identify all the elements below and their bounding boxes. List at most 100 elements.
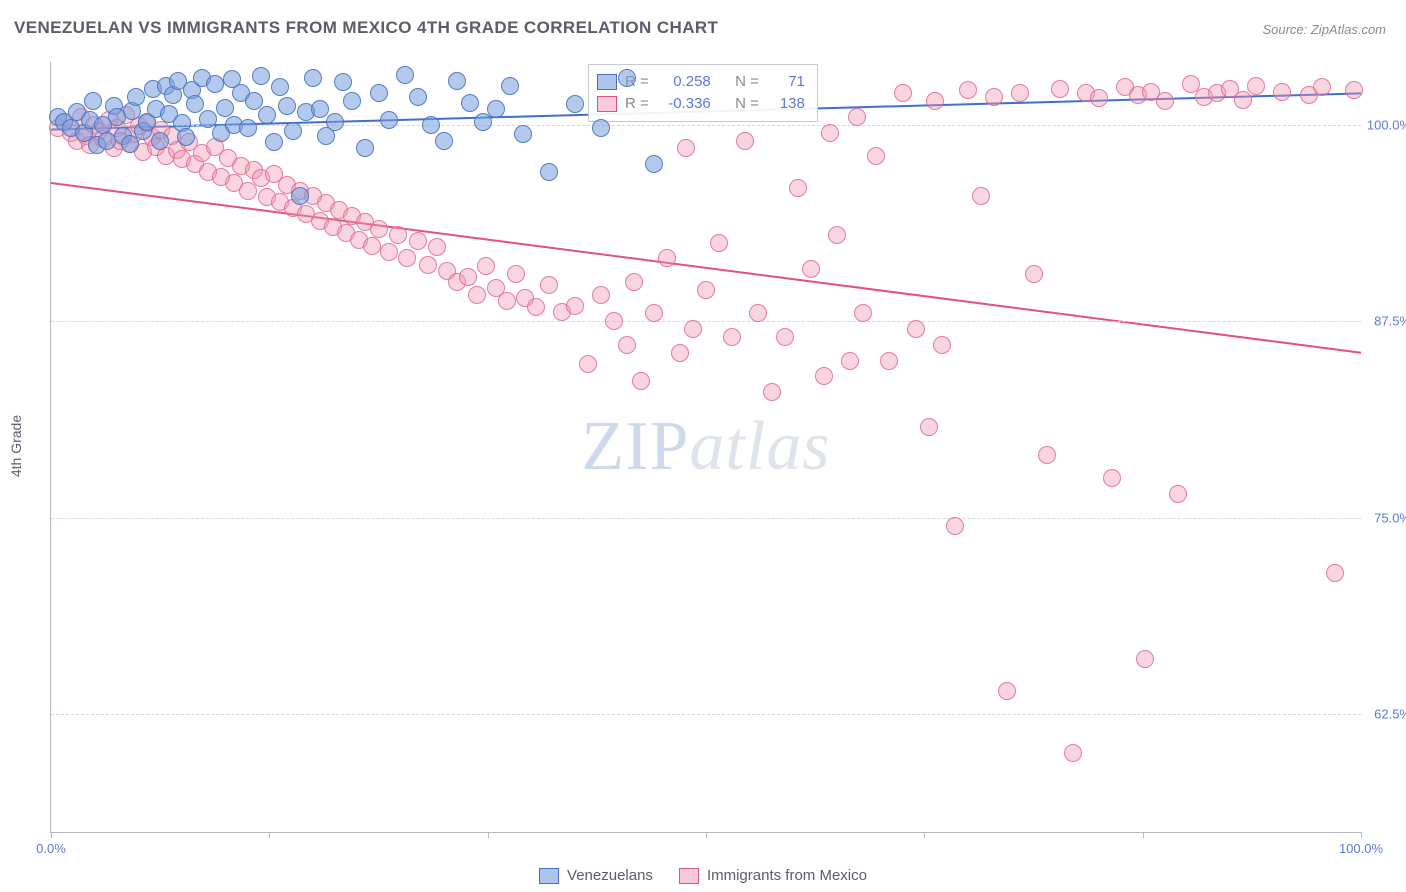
scatter-point-pink <box>828 226 846 244</box>
scatter-point-pink <box>618 336 636 354</box>
scatter-point-pink <box>894 84 912 102</box>
scatter-point-pink <box>933 336 951 354</box>
scatter-point-pink <box>658 249 676 267</box>
x-tick-mark <box>1361 832 1362 838</box>
scatter-point-pink <box>370 220 388 238</box>
legend-row-pink: R = -0.336 N = 138 <box>597 93 805 115</box>
scatter-point-pink <box>972 187 990 205</box>
scatter-point-pink <box>1156 92 1174 110</box>
scatter-point-pink <box>389 226 407 244</box>
scatter-point-pink <box>776 328 794 346</box>
legend-swatch-pink <box>597 96 617 112</box>
scatter-point-pink <box>1345 81 1363 99</box>
scatter-point-pink <box>959 81 977 99</box>
gridline-horizontal <box>51 518 1361 519</box>
scatter-point-pink <box>867 147 885 165</box>
scatter-point-pink <box>398 249 416 267</box>
scatter-point-pink <box>1234 91 1252 109</box>
scatter-point-pink <box>1326 564 1344 582</box>
scatter-point-blue <box>461 94 479 112</box>
scatter-point-pink <box>419 256 437 274</box>
scatter-point-pink <box>363 237 381 255</box>
scatter-point-pink <box>1247 77 1265 95</box>
scatter-point-pink <box>710 234 728 252</box>
legend-swatch-blue <box>539 868 559 884</box>
scatter-point-pink <box>1038 446 1056 464</box>
n-value: 138 <box>767 93 805 115</box>
scatter-point-pink <box>684 320 702 338</box>
legend-swatch-blue <box>597 74 617 90</box>
scatter-point-pink <box>632 372 650 390</box>
n-label: N = <box>735 93 759 115</box>
x-tick-mark <box>706 832 707 838</box>
scatter-point-blue <box>356 139 374 157</box>
scatter-point-pink <box>1273 83 1291 101</box>
scatter-point-blue <box>265 133 283 151</box>
scatter-point-blue <box>501 77 519 95</box>
scatter-point-pink <box>409 232 427 250</box>
r-label: R = <box>625 93 649 115</box>
scatter-point-blue <box>334 73 352 91</box>
scatter-point-pink <box>926 92 944 110</box>
x-tick-mark <box>1143 832 1144 838</box>
gridline-horizontal <box>51 321 1361 322</box>
scatter-point-blue <box>448 72 466 90</box>
legend-label: Venezuelans <box>567 867 653 884</box>
scatter-point-pink <box>428 238 446 256</box>
y-tick-label: 62.5% <box>1372 707 1406 722</box>
scatter-point-pink <box>848 108 866 126</box>
scatter-point-blue <box>239 119 257 137</box>
scatter-point-blue <box>206 75 224 93</box>
scatter-point-blue <box>618 69 636 87</box>
scatter-point-pink <box>527 298 545 316</box>
scatter-point-pink <box>749 304 767 322</box>
scatter-point-pink <box>1313 78 1331 96</box>
scatter-point-blue <box>396 66 414 84</box>
legend-item-pink: Immigrants from Mexico <box>679 867 867 884</box>
scatter-point-pink <box>880 352 898 370</box>
n-value: 71 <box>767 71 805 93</box>
scatter-point-blue <box>216 99 234 117</box>
scatter-point-pink <box>677 139 695 157</box>
y-tick-label: 100.0% <box>1365 117 1406 132</box>
scatter-point-blue <box>645 155 663 173</box>
scatter-point-blue <box>592 119 610 137</box>
scatter-point-pink <box>821 124 839 142</box>
x-tick-mark <box>269 832 270 838</box>
legend-label: Immigrants from Mexico <box>707 867 867 884</box>
scatter-point-blue <box>127 88 145 106</box>
scatter-point-blue <box>84 92 102 110</box>
scatter-point-pink <box>459 268 477 286</box>
scatter-point-pink <box>697 281 715 299</box>
r-value: -0.336 <box>657 93 711 115</box>
scatter-point-blue <box>422 116 440 134</box>
scatter-point-pink <box>946 517 964 535</box>
scatter-point-blue <box>284 122 302 140</box>
scatter-point-pink <box>1064 744 1082 762</box>
scatter-point-pink <box>763 383 781 401</box>
scatter-point-pink <box>1051 80 1069 98</box>
scatter-point-pink <box>645 304 663 322</box>
y-tick-label: 75.0% <box>1372 510 1406 525</box>
gridline-horizontal <box>51 714 1361 715</box>
x-tick-label: 0.0% <box>36 841 66 856</box>
scatter-point-pink <box>736 132 754 150</box>
scatter-point-pink <box>592 286 610 304</box>
scatter-point-pink <box>1025 265 1043 283</box>
scatter-point-pink <box>1136 650 1154 668</box>
scatter-point-blue <box>435 132 453 150</box>
n-label: N = <box>735 71 759 93</box>
scatter-point-blue <box>258 106 276 124</box>
x-tick-mark <box>924 832 925 838</box>
scatter-point-blue <box>151 132 169 150</box>
scatter-point-pink <box>1169 485 1187 503</box>
plot-area: ZIPatlas R =0.258 N =71R =-0.336 N =138 … <box>50 62 1361 833</box>
scatter-point-blue <box>252 67 270 85</box>
scatter-point-blue <box>370 84 388 102</box>
scatter-point-pink <box>920 418 938 436</box>
scatter-point-blue <box>487 100 505 118</box>
scatter-point-blue <box>291 187 309 205</box>
y-tick-label: 87.5% <box>1372 314 1406 329</box>
scatter-point-pink <box>625 273 643 291</box>
x-tick-mark <box>51 832 52 838</box>
